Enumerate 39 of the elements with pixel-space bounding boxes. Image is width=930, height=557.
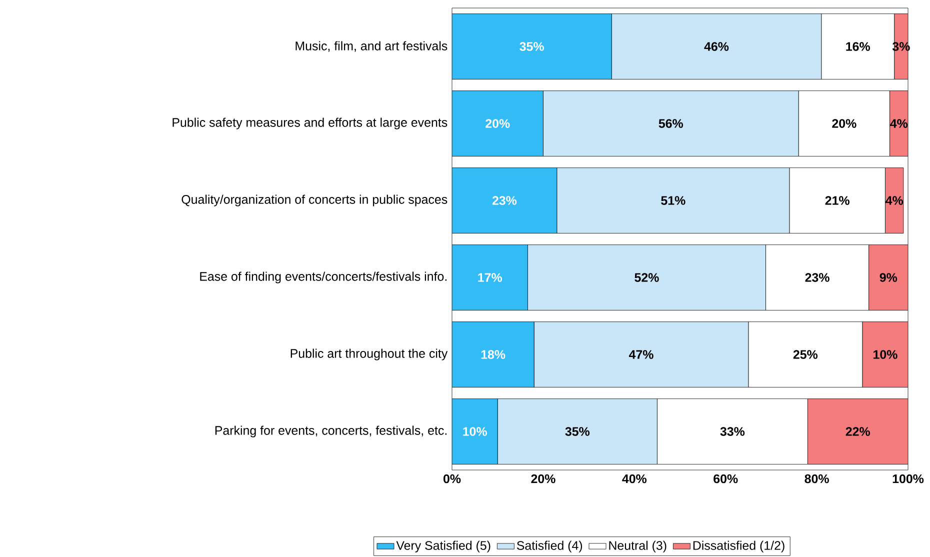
x-tick-label: 20% [531,474,556,484]
legend-label: Very Satisfied (5) [396,540,490,552]
x-tick-label: 100% [892,474,924,484]
data-label: 16% [846,42,870,51]
data-label: 10% [874,350,898,359]
data-label: 21% [825,196,850,205]
data-label: 4% [890,119,908,128]
data-label: 20% [486,119,510,128]
x-tick-label: 60% [714,474,738,484]
data-label: 18% [481,350,506,359]
legend-label: Dissatisfied (1/2) [693,540,784,552]
data-label: 23% [492,196,517,205]
data-label: 22% [846,427,870,436]
y-tick-label: Quality/organization of concerts in public spaces [182,194,448,206]
data-label: 35% [520,42,544,51]
y-tick-label: Public art throughout the city [290,348,448,360]
data-label: 10% [463,427,487,436]
data-label: 46% [704,42,729,51]
data-label: 56% [658,119,684,128]
x-tick-label: 80% [804,474,829,484]
data-label: 23% [805,273,830,282]
data-label: 25% [793,350,818,359]
x-tick-label: 40% [622,474,647,484]
data-label: 20% [832,119,856,128]
data-label: 33% [720,427,745,436]
y-tick-label: Ease of finding events/concerts/festivals info. [200,272,446,284]
data-label: 4% [886,196,904,205]
y-tick-label: Parking for events, concerts, festivals, etc. [215,426,447,438]
data-label: 17% [478,273,502,282]
y-tick-label: Public safety measures and efforts at large events [172,118,448,130]
data-label: 52% [634,273,659,282]
y-tick-label: Music, film, and art festivals [296,41,448,52]
legend-label: Satisfied (4) [516,540,582,552]
x-tick-label: 0% [444,474,461,484]
legend-label: Neutral (3) [609,540,666,552]
data-label: 9% [880,273,898,282]
data-label: 47% [628,350,654,359]
data-label: 51% [661,196,686,205]
data-label: 35% [565,427,590,436]
